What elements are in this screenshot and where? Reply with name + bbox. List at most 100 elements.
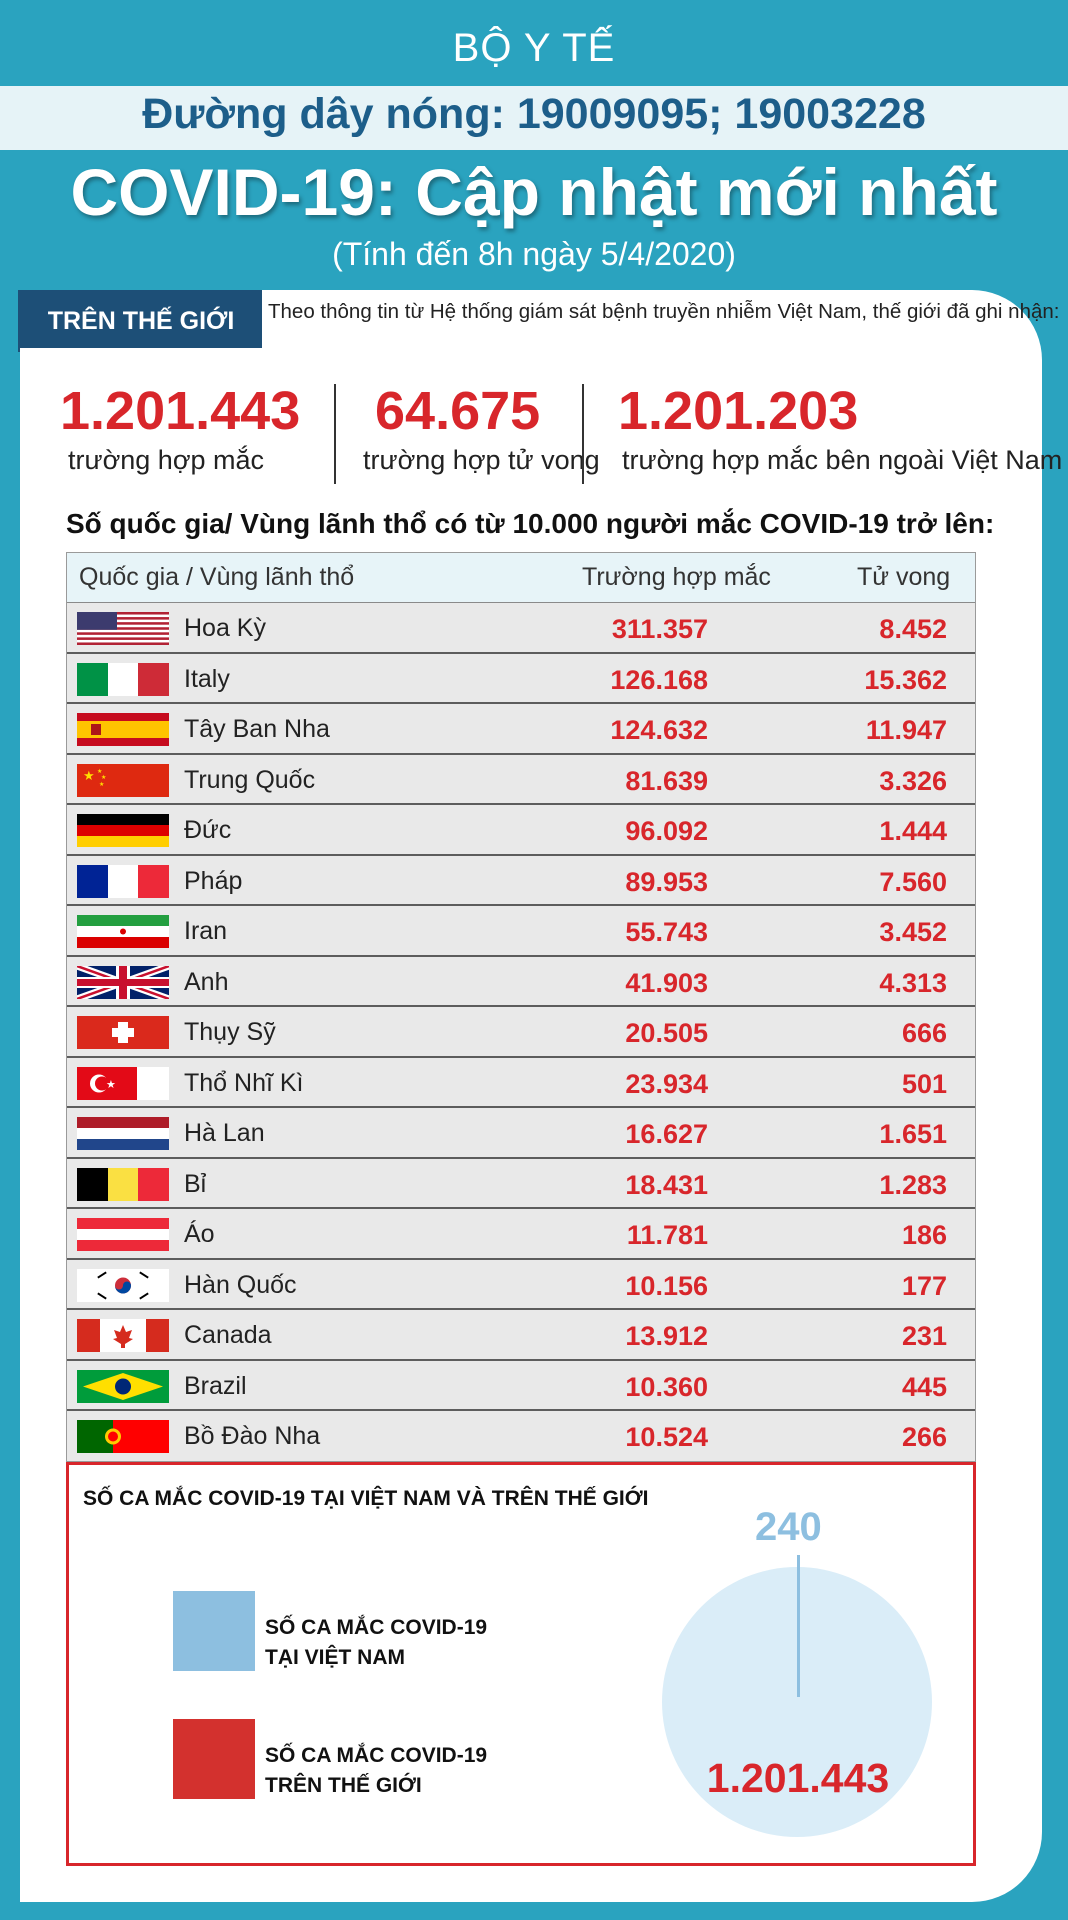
country-name: Tây Ban Nha [184,715,330,743]
table-row: Bỉ 18.431 1.283 [67,1158,975,1209]
world-count: 1.201.443 [706,1755,890,1801]
country-cases: 18.431 [625,1169,708,1200]
switzerland-flag-icon [77,1016,169,1049]
usa-flag-icon [77,612,169,645]
germany-flag-icon [77,814,169,847]
hotline-band [0,86,1068,150]
country-deaths: 445 [901,1371,947,1402]
country-cases: 81.639 [625,765,708,796]
country-deaths: 501 [901,1068,947,1099]
svg-text:★: ★ [106,1079,116,1091]
country-cases: 124.632 [610,715,708,745]
country-deaths: 8.452 [879,614,947,644]
portugal-flag-icon [77,1420,169,1453]
country-deaths: 4.313 [879,967,947,998]
country-deaths: 1.651 [879,1119,947,1149]
outside-vn-label: trường hợp mắc bên ngoài Việt Nam [622,445,1063,475]
country-name: Hàn Quốc [184,1270,297,1299]
table-row: Áo 11.781 186 [67,1209,975,1260]
country-deaths: 266 [901,1422,947,1452]
legend-line: SỐ CA MẮC COVID-19 [265,1744,488,1767]
country-name: Pháp [184,866,243,895]
country-cases: 16.627 [625,1119,708,1149]
stat-divider [582,384,584,484]
page-subtitle: (Tính đến 8h ngày 5/4/2020) [332,236,736,272]
outside-vn-number: 1.201.203 [618,381,859,441]
world-tag: TRÊN THẾ GIỚI [20,290,262,352]
country-name: Hà Lan [184,1119,265,1147]
country-deaths: 177 [901,1270,947,1301]
country-name: Brazil [184,1371,247,1400]
vietnam-legend-label: SỐ CA MẮC COVID-19 TẠI VIỆT NAM [265,1613,487,1673]
country-deaths: 3.452 [879,917,947,947]
total-cases-label: trường hợp mắc [68,445,265,475]
country-deaths: 1.283 [879,1169,947,1200]
belgium-flag-icon [77,1167,169,1201]
vietnam-marker-line [797,1555,800,1697]
country-name: Áo [184,1220,215,1248]
canada-flag-icon [77,1319,169,1352]
column-header-deaths: Tử vong [857,563,951,591]
world-legend-label: SỐ CA MẮC COVID-19 TRÊN THẾ GIỚI [265,1741,487,1801]
turkey-flag-icon: ★ [77,1066,169,1100]
column-header-country: Quốc gia / Vùng lãnh thổ [79,563,355,591]
svg-text:★: ★ [99,781,104,788]
hotline-text: Đường dây nóng: 19009095; 19003228 [142,90,926,138]
country-cases: 89.953 [625,866,708,897]
country-deaths: 7.560 [879,866,947,897]
table-row: Italy 126.168 15.362 [67,653,975,704]
country-cases: 10.360 [625,1371,708,1402]
table-row: Tây Ban Nha 124.632 11.947 [67,704,975,755]
table-row: Hoa Kỳ 311.357 8.452 [67,603,975,654]
stat-divider [334,384,336,484]
country-cases: 10.524 [625,1422,708,1452]
country-name: Đức [184,816,232,844]
table-row: Canada 13.912 231 [67,1310,975,1361]
country-deaths: 3.326 [879,765,947,796]
country-cases: 10.156 [625,1270,708,1301]
country-name: Bỉ [184,1169,207,1198]
table-row: Thụy Sỹ 20.505 666 [67,1007,975,1058]
country-name: Iran [184,917,228,945]
country-deaths: 231 [901,1321,947,1351]
netherlands-flag-icon [77,1117,169,1150]
china-flag-icon: ★ ★★★ [77,763,169,797]
country-cases: 20.505 [625,1018,708,1048]
country-table: Quốc gia / Vùng lãnh thổ Trường hợp mắc … [66,552,976,1463]
ministry-title: BỘ Y TẾ [452,26,616,70]
svg-text:★: ★ [97,768,102,775]
country-cases: 311.357 [611,614,708,644]
brazil-flag-icon [77,1369,169,1403]
legend-line: SỐ CA MẮC COVID-19 [265,1616,488,1639]
austria-flag-icon [77,1218,169,1251]
page-title: COVID-19: Cập nhật mới nhất [70,155,998,229]
world-legend-swatch [173,1719,255,1799]
total-deaths-number: 64.675 [375,381,541,441]
country-name: Thổ Nhĩ Kì [184,1068,304,1097]
country-name: Thụy Sỹ [184,1018,276,1046]
table-row: Pháp 89.953 7.560 [67,855,975,906]
country-deaths: 1.444 [879,816,947,846]
svg-text:★: ★ [101,774,106,781]
world-intro: Theo thông tin từ Hệ thống giám sát bệnh… [268,300,1060,323]
column-header-cases: Trường hợp mắc [582,563,771,591]
table-row: ★ ★ ★ ★ Trung Quốc 81.639 3.326 [67,754,975,805]
country-deaths: 666 [901,1018,947,1048]
country-cases: 23.934 [625,1068,708,1099]
country-deaths: 11.947 [865,715,947,745]
country-name: Hoa Kỳ [184,614,266,642]
country-cases: 41.903 [625,967,708,998]
country-name: Anh [184,967,229,996]
table-row: Anh 41.903 4.313 [67,956,975,1007]
legend-line: TRÊN THẾ GIỚI [265,1774,422,1797]
legend-line: TẠI VIỆT NAM [265,1646,405,1669]
country-deaths: 186 [901,1220,947,1250]
table-row: Brazil 10.360 445 [67,1360,975,1411]
iran-flag-icon [77,915,169,948]
country-cases: 96.092 [625,816,708,846]
italy-flag-icon [77,662,169,696]
table-header: Quốc gia / Vùng lãnh thổ Trường hợp mắc … [67,553,975,603]
table-row: Hà Lan 16.627 1.651 [67,1108,975,1159]
comparison-title: SỐ CA MẮC COVID-19 TẠI VIỆT NAM VÀ TRÊN … [83,1487,649,1510]
